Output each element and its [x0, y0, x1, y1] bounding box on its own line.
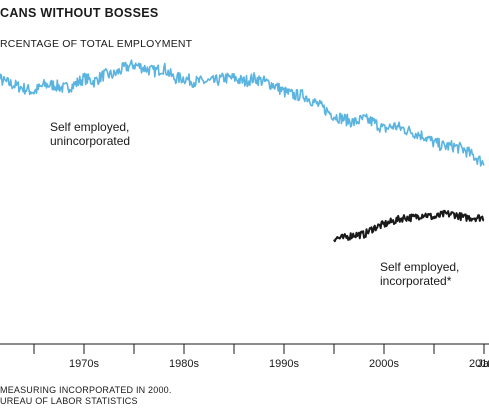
chart-subtitle: RCENTAGE OF TOTAL EMPLOYMENT	[0, 38, 193, 50]
x-tick-label: Ja	[477, 358, 489, 370]
x-tick-label: 1990s	[269, 358, 299, 370]
series-label-incorporated: Self employed, incorporated*	[380, 260, 459, 288]
series-line-incorporated	[333, 209, 485, 243]
x-tick-label: 1970s	[69, 358, 99, 370]
series-layer	[0, 59, 485, 243]
chart-title: CANS WITHOUT BOSSES	[0, 6, 159, 20]
x-tick-label: 2010s	[469, 358, 489, 370]
x-tick-label: 2000s	[369, 358, 399, 370]
x-tick-label: 1980s	[169, 358, 199, 370]
source-note: UREAU OF LABOR STATISTICS	[0, 396, 138, 406]
series-line-unincorporated	[0, 59, 485, 167]
series-label-unincorporated: Self employed, unincorporated	[50, 120, 130, 148]
x-axis: 1970s 1980s 1990s 2000s 2010sJa	[0, 343, 489, 370]
footnote: MEASURING INCORPORATED IN 2000.	[0, 385, 172, 395]
series-labels: Self employed, unincorporated Self employe…	[50, 120, 459, 288]
